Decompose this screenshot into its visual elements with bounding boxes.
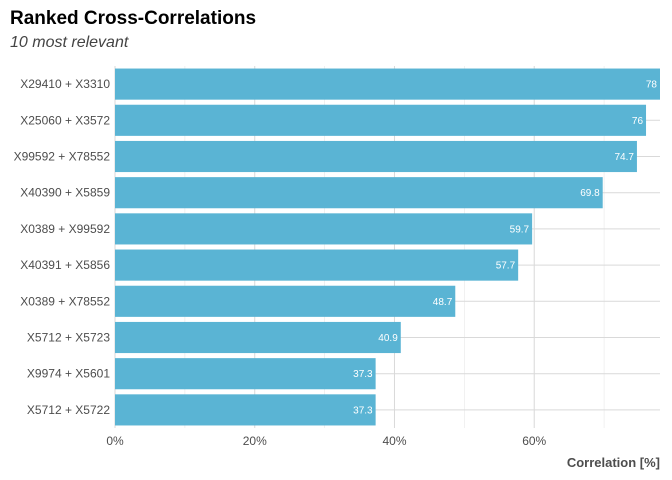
x-axis-title: Correlation [%]: [567, 455, 660, 470]
bar-value-label: 57.7: [496, 261, 516, 272]
y-tick-label: X29410 + X3310: [20, 77, 110, 91]
bar-value-label: 78: [646, 80, 658, 91]
y-tick-label: X40391 + X5856: [20, 258, 110, 272]
y-tick-label: X25060 + X3572: [20, 113, 110, 127]
bar: [115, 213, 533, 245]
bar: [115, 177, 603, 209]
x-tick-label: 0%: [106, 434, 124, 448]
bar-value-label: 48.7: [433, 297, 453, 308]
bar: [115, 394, 376, 426]
x-tick-label: 60%: [522, 434, 546, 448]
y-tick-label: X0389 + X78552: [20, 294, 110, 308]
x-tick-label: 40%: [382, 434, 406, 448]
y-tick-label: X9974 + X5601: [27, 367, 110, 381]
chart-subtitle: 10 most relevant: [10, 34, 129, 51]
x-axis-labels: 0% 20% 40% 60%: [106, 434, 546, 448]
y-tick-label: X99592 + X78552: [14, 150, 111, 164]
bar: [115, 358, 376, 390]
bar-value-label: 76: [632, 116, 644, 127]
bar: [115, 104, 647, 136]
bar: [115, 140, 637, 173]
bars: 78 76 74.7 69.8 59.7 57.7 48.7 40.9 37.3 37.3: [115, 68, 660, 426]
y-tick-label: X0389 + X99592: [20, 222, 110, 236]
y-tick-label: X40390 + X5859: [20, 186, 110, 200]
bar-value-label: 37.3: [353, 369, 373, 380]
bar-value-label: 37.3: [353, 405, 373, 416]
y-tick-label: X5712 + X5723: [27, 331, 110, 345]
bar-value-label: 40.9: [378, 333, 398, 344]
bar-value-label: 74.7: [614, 152, 634, 163]
bar-value-label: 69.8: [580, 188, 600, 199]
x-tick-label: 20%: [243, 434, 267, 448]
bar: [115, 249, 519, 281]
bar-value-label: 59.7: [510, 224, 530, 235]
y-tick-label: X5712 + X5722: [27, 403, 110, 417]
chart-title: Ranked Cross-Correlations: [10, 8, 257, 29]
bar: [115, 321, 401, 354]
bar: [115, 285, 456, 317]
y-axis-labels: X29410 + X3310 X25060 + X3572 X99592 + X78…: [14, 77, 111, 417]
bar: [115, 68, 660, 100]
